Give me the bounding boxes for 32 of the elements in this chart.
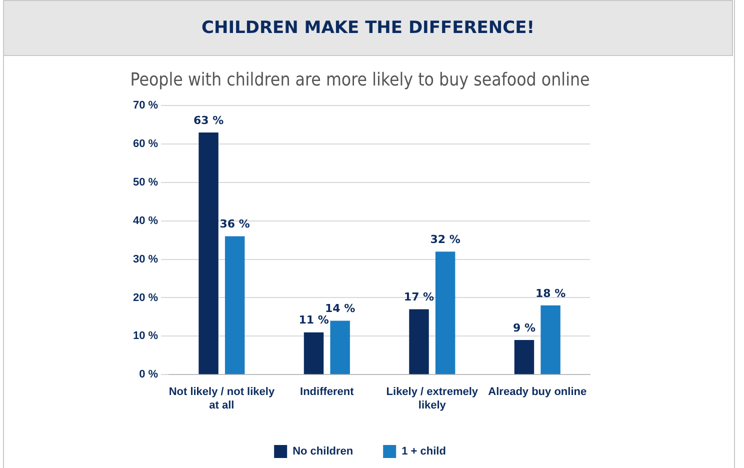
chart-subtitle: People with children are more likely to buy seafood online — [130, 68, 590, 90]
data-label: 9 % — [512, 321, 536, 334]
y-tick-label: 20 % — [132, 292, 158, 304]
x-tick-label: Likely / extremely likely — [386, 386, 479, 412]
data-label: 11 % — [298, 314, 329, 327]
y-tick-label: 50 % — [132, 176, 158, 188]
data-label: 14 % — [324, 302, 356, 316]
x-tick-label: Already buy online — [488, 386, 587, 398]
bar — [304, 332, 324, 374]
y-tick-label: 10 % — [132, 330, 158, 342]
data-label: 18 % — [535, 286, 566, 300]
y-tick-label: 30 % — [132, 253, 158, 266]
data-label: 63 % — [193, 114, 224, 127]
chart-title: CHILDREN MAKE THE DIFFERENCE! — [3, 0, 733, 56]
data-label: 32 % — [430, 232, 460, 246]
data-label: 17 % — [404, 290, 434, 304]
y-tick-label: 70 % — [132, 100, 158, 112]
bar — [435, 252, 456, 374]
bar — [540, 305, 560, 374]
bar — [409, 309, 429, 374]
y-tick-label: 60 % — [132, 138, 158, 150]
y-tick-label: 40 % — [132, 214, 158, 227]
data-label: 36 % — [220, 218, 250, 231]
bar — [198, 132, 218, 374]
bar — [514, 340, 534, 374]
x-tick-label: Indifferent — [300, 386, 354, 398]
bar — [330, 320, 350, 374]
legend-label: No children — [292, 446, 354, 458]
bar — [224, 236, 245, 374]
y-tick-label: 0 % — [139, 368, 158, 381]
legend-label: 1 + child — [402, 446, 446, 458]
x-tick-label: Not likely / not likely at all — [168, 386, 276, 412]
